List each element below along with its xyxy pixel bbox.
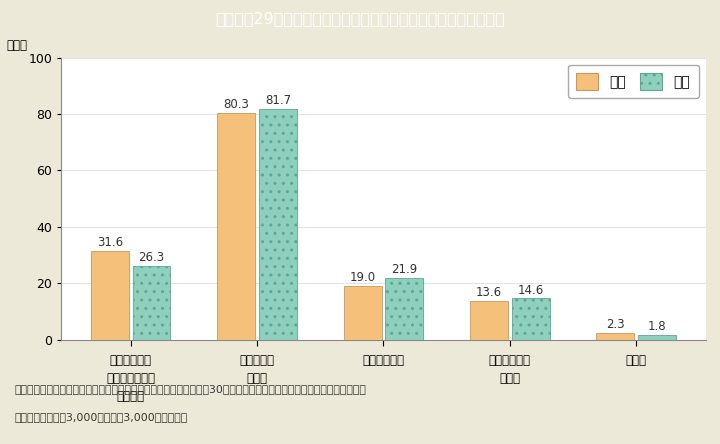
Bar — [91, 250, 129, 340]
Text: ２．女性3,000人，男性3,000人が回答。: ２．女性3,000人，男性3,000人が回答。 — [14, 412, 188, 422]
Text: 19.0: 19.0 — [349, 271, 376, 284]
Text: 26.3: 26.3 — [138, 250, 165, 264]
Bar — [217, 113, 255, 340]
Text: 81.7: 81.7 — [265, 94, 291, 107]
Bar — [638, 335, 676, 340]
Text: 80.3: 80.3 — [223, 98, 249, 111]
Bar — [470, 301, 508, 340]
Text: 13.6: 13.6 — [476, 286, 502, 299]
Bar — [385, 278, 423, 340]
Text: （備考）１．「多様な選択を可能にする学びに関する調査」（平成30年度内閣府委託調査・株式会社創建）より作成。: （備考）１．「多様な選択を可能にする学びに関する調査」（平成30年度内閣府委託調… — [14, 384, 366, 394]
Bar — [259, 109, 297, 340]
Text: （％）: （％） — [6, 39, 27, 52]
Legend: 女性, 男性: 女性, 男性 — [568, 65, 698, 98]
Text: 14.6: 14.6 — [518, 284, 544, 297]
Bar — [343, 286, 382, 340]
Bar — [132, 266, 171, 340]
Text: 21.9: 21.9 — [391, 263, 418, 276]
Text: 1.8: 1.8 — [648, 320, 666, 333]
Text: Ｉ－特－29図　仕事に必要な知識・技能をどのようにして得たか: Ｉ－特－29図 仕事に必要な知識・技能をどのようにして得たか — [215, 11, 505, 26]
Bar — [512, 298, 549, 340]
Text: 31.6: 31.6 — [96, 236, 123, 249]
Text: 2.3: 2.3 — [606, 318, 624, 331]
Bar — [596, 333, 634, 340]
